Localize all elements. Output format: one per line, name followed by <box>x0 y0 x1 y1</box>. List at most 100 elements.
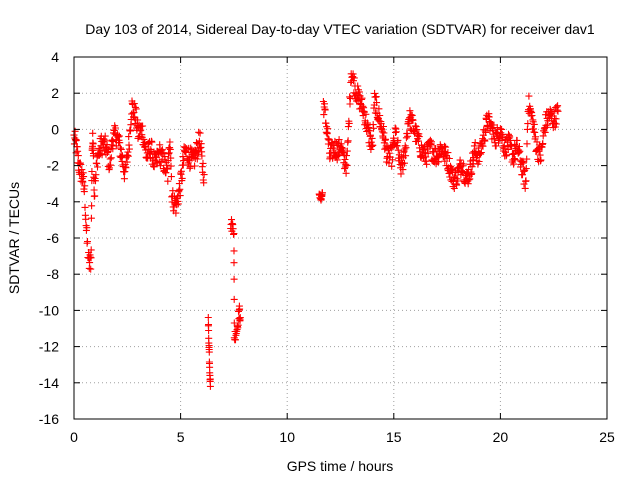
data-point <box>343 147 351 155</box>
y-tick-label: -12 <box>39 339 59 355</box>
data-point <box>115 132 123 140</box>
y-tick-label: -6 <box>47 230 60 246</box>
data-point <box>380 123 387 130</box>
data-point <box>200 171 208 179</box>
data-point <box>167 173 175 181</box>
data-point <box>72 137 80 145</box>
data-point <box>236 305 244 313</box>
data-point <box>445 155 453 162</box>
data-point <box>456 156 464 164</box>
data-point <box>77 161 85 168</box>
data-point <box>468 170 476 178</box>
data-point <box>321 106 329 114</box>
data-point <box>535 147 543 155</box>
data-point <box>515 148 523 156</box>
data-point <box>79 178 87 186</box>
data-point <box>205 321 212 329</box>
data-point <box>153 153 161 161</box>
data-point <box>522 165 530 172</box>
data-point <box>206 375 214 383</box>
data-point <box>516 147 524 155</box>
data-point <box>367 131 374 139</box>
data-point <box>80 173 88 181</box>
data-point <box>172 209 180 217</box>
y-tick-label: 2 <box>51 85 59 101</box>
data-point <box>127 127 134 135</box>
data-point <box>106 155 114 163</box>
data-point <box>122 164 130 172</box>
data-point <box>354 82 362 90</box>
data-point <box>125 133 133 141</box>
data-point <box>195 128 203 136</box>
y-tick-label: -2 <box>47 158 60 174</box>
data-point <box>318 189 326 197</box>
data-point <box>86 253 94 261</box>
data-point <box>504 146 512 153</box>
data-point <box>362 110 370 118</box>
x-tick-label: 5 <box>177 429 185 445</box>
data-point <box>372 93 380 100</box>
data-point <box>511 140 519 148</box>
data-point <box>228 216 235 224</box>
data-point <box>394 146 402 154</box>
data-point <box>167 154 175 162</box>
data-point <box>324 125 332 133</box>
data-point <box>453 181 461 189</box>
data-point <box>365 124 373 132</box>
data-point <box>532 133 539 141</box>
x-axis-label: GPS time / hours <box>287 458 394 474</box>
data-point <box>87 254 95 262</box>
data-point <box>342 169 350 177</box>
data-point <box>523 140 531 148</box>
data-point <box>406 107 414 115</box>
data-point <box>481 137 489 145</box>
data-point <box>230 295 238 303</box>
data-point <box>81 203 89 211</box>
data-point <box>414 137 422 145</box>
data-point <box>511 156 519 163</box>
data-point <box>497 132 505 140</box>
data-point <box>424 149 432 157</box>
data-point <box>518 158 526 166</box>
data-point <box>407 111 415 119</box>
data-point <box>93 160 101 168</box>
y-axis-label: SDTVAR / TECUs <box>6 182 22 294</box>
data-point <box>174 200 182 208</box>
data-point <box>420 149 428 157</box>
data-point <box>503 151 511 159</box>
data-point <box>90 186 98 194</box>
data-point <box>358 94 366 102</box>
data-point <box>191 162 199 170</box>
data-point <box>349 70 357 78</box>
data-point <box>346 94 354 102</box>
x-tick-label: 10 <box>279 429 295 445</box>
data-point <box>399 166 407 174</box>
data-point <box>176 185 184 193</box>
data-point <box>78 166 86 174</box>
data-point <box>159 149 167 157</box>
y-tick-label: 4 <box>51 49 59 65</box>
data-point <box>121 168 129 176</box>
data-point <box>554 107 562 115</box>
data-point <box>116 139 124 147</box>
x-tick-label: 25 <box>599 429 615 445</box>
data-point <box>234 321 242 329</box>
data-point <box>198 152 206 160</box>
grid <box>74 57 607 419</box>
data-point <box>343 161 351 169</box>
data-point <box>230 319 238 327</box>
data-point <box>442 143 450 151</box>
data-point <box>166 145 174 153</box>
data-point <box>144 139 152 147</box>
data-point <box>117 145 125 153</box>
data-point <box>88 168 96 175</box>
data-point <box>90 150 97 157</box>
data-point <box>373 99 381 107</box>
data-point <box>454 177 462 185</box>
data-point <box>71 127 79 135</box>
data-point <box>196 129 204 137</box>
data-point <box>423 160 431 168</box>
data-point <box>528 112 536 119</box>
data-point <box>428 138 435 146</box>
